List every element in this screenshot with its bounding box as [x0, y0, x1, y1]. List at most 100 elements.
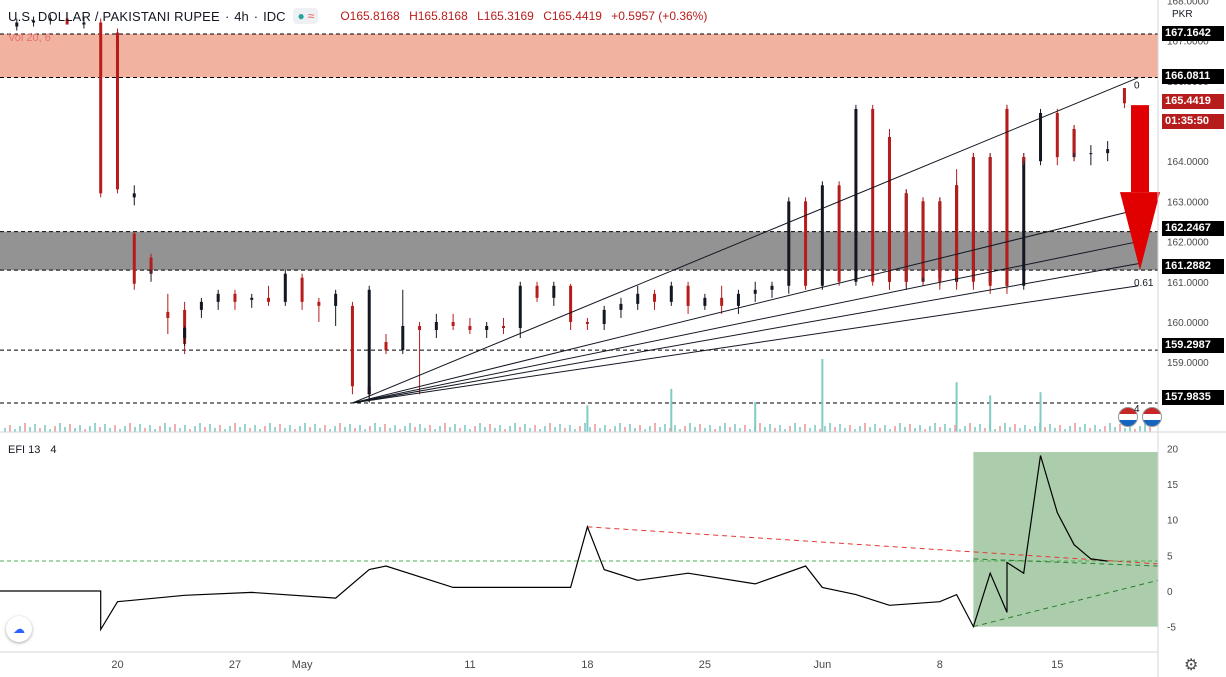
volume-bar	[544, 426, 546, 432]
volume-bar	[874, 424, 876, 432]
candle-body	[686, 285, 690, 306]
volume-bar	[459, 428, 461, 432]
volume-bar	[129, 423, 131, 432]
volume-bar	[69, 424, 71, 432]
volume-bar	[629, 424, 631, 432]
chart-header: U.S. DOLLAR / PAKISTANI RUPEE · 4h · IDC…	[8, 6, 713, 26]
volume-bar	[74, 428, 76, 432]
volume-bar	[224, 429, 226, 432]
volume-bar	[719, 426, 721, 432]
volume-bar	[879, 428, 881, 432]
candle-body	[887, 137, 891, 282]
volume-bar	[334, 426, 336, 432]
efi-legend[interactable]: EFI 13 4	[8, 444, 67, 456]
volume-bar	[454, 424, 456, 432]
efi-axis-tick-label: 15	[1167, 480, 1179, 491]
candle-body	[955, 185, 959, 278]
volume-bar	[829, 423, 831, 432]
volume-bar	[114, 425, 116, 432]
symbol-name[interactable]: U.S. DOLLAR / PAKISTANI RUPEE	[8, 8, 220, 24]
volume-bar	[524, 424, 526, 432]
volume-bar	[604, 425, 606, 432]
interval-label[interactable]: 4h	[234, 8, 249, 24]
volume-bar	[554, 427, 556, 432]
candle-body	[468, 325, 472, 330]
volume-bar	[254, 425, 256, 432]
volume-bar	[414, 427, 416, 432]
volume-bar	[564, 428, 566, 432]
candle-body	[871, 108, 875, 282]
candle-body	[904, 193, 908, 282]
volume-bar	[894, 426, 896, 432]
volume-bar	[84, 429, 86, 432]
candle-body	[1089, 153, 1093, 155]
volume-bar	[214, 428, 216, 432]
volume-bar	[619, 423, 621, 432]
volume-bar	[929, 426, 931, 432]
volume-bar	[584, 423, 586, 432]
header-separator: ·	[253, 8, 259, 24]
volume-bar	[519, 427, 521, 432]
volume-bar	[1074, 423, 1076, 432]
us-flag-icon[interactable]	[1118, 407, 1138, 427]
candle-body	[82, 22, 86, 25]
candle-body	[166, 311, 170, 318]
volume-bar	[714, 429, 716, 432]
volume-bar	[104, 424, 106, 432]
volume-bar	[299, 426, 301, 432]
volume-bar	[279, 424, 281, 432]
candle-body	[250, 297, 254, 300]
candle-body	[350, 305, 354, 387]
volume-bar	[1149, 427, 1151, 432]
volume-bar	[1139, 426, 1141, 432]
candle-body	[418, 325, 422, 330]
volume-bar	[759, 423, 761, 432]
volume-bar	[864, 423, 866, 432]
volume-bar	[821, 359, 824, 432]
volume-bar	[134, 427, 136, 432]
date-axis-label: 27	[229, 659, 241, 671]
volume-bar	[174, 424, 176, 432]
price-axis-tick-label: 163.0000	[1167, 197, 1209, 208]
volume-bar	[1104, 426, 1106, 432]
down-arrow-head	[1120, 192, 1160, 271]
zone-consolidation	[0, 231, 1158, 271]
volume-bar	[159, 426, 161, 432]
volume-bar	[204, 427, 206, 432]
price-axis-tick-label: 161.0000	[1167, 278, 1209, 289]
volume-bar	[1089, 428, 1091, 432]
volume-bar	[1044, 427, 1046, 432]
date-axis-label: 18	[581, 659, 593, 671]
volume-bar	[1019, 428, 1021, 432]
volume-bar	[489, 424, 491, 432]
volume-bar	[244, 424, 246, 432]
volume-bar	[734, 424, 736, 432]
efi-trend-line	[973, 579, 1159, 628]
fan-line	[352, 263, 1139, 404]
fan-line	[352, 77, 1139, 404]
volume-bar	[284, 428, 286, 432]
exchange-label: IDC	[263, 8, 286, 24]
us-flag-icon[interactable]	[1142, 407, 1162, 427]
volume-bar	[924, 429, 926, 432]
volume-bar	[234, 423, 236, 432]
volume-bar	[354, 428, 356, 432]
volume-bar	[1009, 427, 1011, 432]
market-status-icon[interactable]: ● ≈	[293, 8, 319, 24]
date-axis-label: 8	[937, 659, 943, 671]
volume-legend[interactable]: Vol 20, 6	[8, 32, 51, 44]
candle-body	[703, 297, 707, 306]
volume-bar	[364, 429, 366, 432]
volume-bar	[179, 428, 181, 432]
candle-body	[921, 201, 925, 278]
tradingview-logo-icon[interactable]: ☁	[6, 616, 32, 642]
volume-bar	[739, 428, 741, 432]
gear-icon[interactable]: ⚙	[1184, 657, 1199, 674]
candle-body	[132, 193, 136, 198]
volume-bar	[294, 429, 296, 432]
candle-body	[32, 20, 36, 23]
volume-bar	[1054, 428, 1056, 432]
volume-bar	[29, 427, 31, 432]
fan-line	[352, 285, 1139, 404]
